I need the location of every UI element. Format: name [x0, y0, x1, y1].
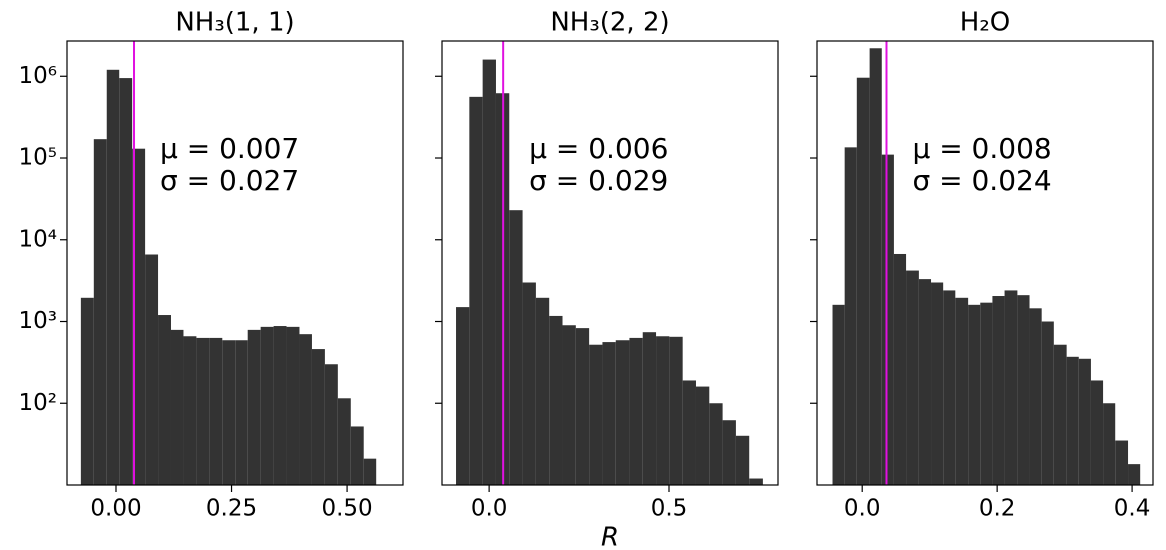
x-tick-label: 0.4 — [1114, 496, 1151, 522]
bar — [1017, 295, 1030, 485]
annotation: σ = 0.027 — [160, 164, 299, 197]
y-tick-label: 10⁴ — [19, 226, 58, 252]
annotation: μ = 0.006 — [529, 132, 668, 165]
bar — [132, 148, 146, 485]
bar — [286, 326, 300, 485]
bar — [881, 154, 894, 485]
bar — [1066, 356, 1079, 485]
bar — [682, 380, 696, 485]
bar — [1078, 358, 1091, 485]
bar — [931, 282, 944, 485]
bar — [324, 364, 338, 485]
bar — [273, 326, 287, 485]
bar — [869, 48, 882, 486]
axes-frame — [441, 40, 779, 486]
panel-title: NH₃(2, 2) — [550, 8, 669, 38]
bar — [943, 290, 956, 485]
y-tick-label: 10⁶ — [19, 63, 58, 89]
bar — [629, 337, 643, 485]
x-tick-label: 0.50 — [321, 496, 372, 522]
x-tick-label: 0.2 — [979, 496, 1016, 522]
bar — [695, 386, 710, 485]
bar — [222, 340, 236, 485]
bar — [170, 329, 184, 485]
bar — [642, 332, 657, 485]
x-tick-label: 0.25 — [206, 496, 257, 522]
bar — [722, 420, 736, 485]
bar — [906, 270, 919, 485]
bar — [158, 315, 171, 485]
bar — [350, 426, 364, 485]
bar — [509, 210, 523, 485]
bar — [337, 398, 351, 485]
bar — [299, 334, 312, 485]
bar — [709, 403, 723, 485]
bar — [669, 336, 683, 485]
y-tick-label: 10² — [19, 390, 58, 416]
x-tick-label: 0.0 — [471, 496, 508, 522]
bar — [844, 147, 857, 486]
annotation: σ = 0.029 — [529, 164, 668, 197]
x-tick-label: 0.0 — [844, 496, 881, 522]
bar — [522, 282, 536, 485]
panel-title: NH₃(1, 1) — [175, 8, 294, 38]
bar — [832, 304, 845, 485]
bar — [1090, 380, 1104, 485]
bar — [209, 337, 223, 485]
bar — [1029, 308, 1042, 485]
bar — [735, 435, 750, 485]
bar — [235, 340, 248, 485]
annotation: σ = 0.024 — [912, 164, 1051, 197]
bar — [311, 349, 325, 485]
bar — [615, 340, 630, 485]
panel-title: H₂O — [960, 8, 1010, 38]
bar — [535, 297, 550, 485]
bar — [80, 297, 94, 485]
y-tick-label: 10³ — [19, 308, 58, 334]
bar — [602, 342, 616, 485]
y-tick-label: 10⁵ — [19, 145, 58, 171]
bar — [119, 78, 133, 485]
bar — [589, 344, 603, 485]
bar — [656, 336, 670, 485]
bar — [145, 254, 159, 485]
annotation: μ = 0.008 — [912, 132, 1051, 165]
bar — [980, 302, 993, 485]
bar — [968, 304, 981, 485]
bar — [469, 96, 483, 486]
axes-frame — [816, 40, 1154, 486]
bar — [93, 139, 107, 485]
bar — [196, 337, 210, 485]
bar — [1004, 290, 1018, 485]
axes-frame — [66, 40, 404, 486]
bar — [955, 297, 969, 485]
bar — [260, 326, 274, 485]
bar — [992, 296, 1005, 485]
bar — [549, 315, 563, 485]
bar — [106, 69, 120, 486]
x-axis-label: R — [601, 523, 619, 550]
annotation: μ = 0.007 — [160, 132, 299, 165]
bar — [575, 328, 590, 485]
bar — [1053, 344, 1067, 485]
bar — [749, 478, 763, 485]
bar — [893, 253, 907, 485]
bar — [856, 77, 870, 485]
bar — [1128, 464, 1141, 485]
bar — [247, 329, 261, 485]
bar — [918, 279, 932, 485]
bar — [482, 59, 496, 485]
x-tick-label: 0.5 — [651, 496, 688, 522]
bar — [363, 458, 377, 485]
bar — [456, 307, 470, 485]
bar — [1115, 440, 1129, 485]
x-tick-label: 0.00 — [90, 496, 141, 522]
bar — [562, 325, 576, 485]
bar — [1103, 403, 1116, 485]
bar — [183, 336, 197, 485]
bar — [1041, 321, 1054, 485]
